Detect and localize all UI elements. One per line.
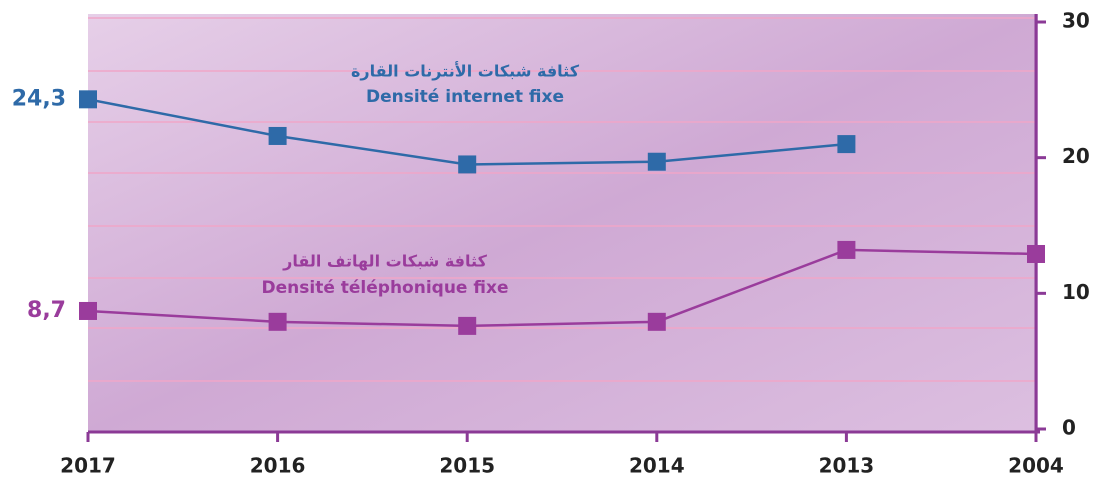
y-tick-label: 20 — [1062, 144, 1090, 168]
value-label: 24,3 — [12, 86, 66, 111]
legend-label-ar: كثافة شبكات الهاتف القار — [282, 252, 487, 271]
marker — [648, 313, 666, 331]
marker — [837, 135, 855, 153]
legend-label: Densité internet fixe — [366, 87, 564, 107]
marker — [79, 302, 97, 320]
x-tick-label: 2004 — [1008, 454, 1064, 478]
chart: 0 10 20 30 2017 2016 2015 2014 2013 2004 24,3 كثافة… — [0, 0, 1098, 479]
x-tick-label: 2017 — [60, 454, 116, 478]
marker — [837, 241, 855, 259]
marker — [79, 90, 97, 108]
marker — [269, 127, 287, 145]
value-label: 8,7 — [27, 298, 66, 323]
x-tick-label: 2016 — [250, 454, 306, 478]
marker — [458, 317, 476, 335]
y-tick-label: 30 — [1062, 9, 1090, 33]
page: {"chart_data": {"type": "line", "categor… — [0, 0, 1098, 479]
x-tick-label: 2014 — [629, 454, 685, 478]
x-tick-label: 2013 — [819, 454, 875, 478]
legend-label: Densité téléphonique fixe — [262, 278, 509, 298]
y-tick-label: 0 — [1062, 416, 1076, 440]
marker — [269, 313, 287, 331]
marker — [648, 153, 666, 171]
marker — [458, 155, 476, 173]
y-tick-label: 10 — [1062, 280, 1090, 304]
x-tick-label: 2015 — [439, 454, 495, 478]
legend-label-ar: كثافة شبكات الأنترنات القارة — [351, 62, 580, 81]
marker — [1027, 245, 1045, 263]
